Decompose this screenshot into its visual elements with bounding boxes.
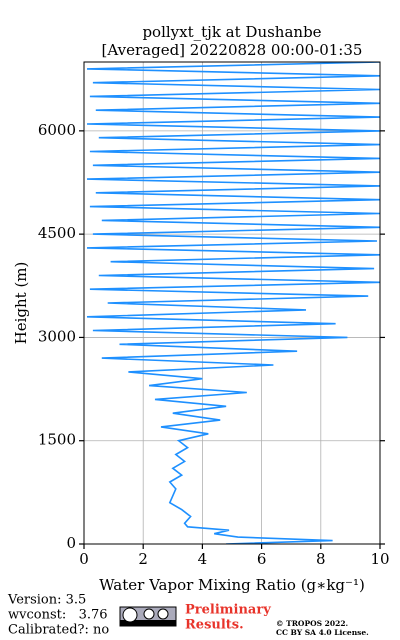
notice: Preliminary bbox=[185, 603, 271, 618]
y-tick-label: 6000 bbox=[38, 121, 76, 139]
x-tick-label: 0 bbox=[79, 550, 89, 568]
y-tick-label: 4500 bbox=[38, 224, 76, 242]
x-tick-label: 8 bbox=[316, 550, 326, 568]
license: CC BY SA 4.0 License. bbox=[276, 628, 369, 637]
cc-logo bbox=[119, 606, 177, 627]
chart-title: pollyxt_tjk at Dushanbe bbox=[142, 23, 321, 41]
plot-area bbox=[83, 62, 381, 545]
chart-subtitle: [Averaged] 20220828 00:00-01:35 bbox=[102, 41, 363, 59]
x-tick-label: 10 bbox=[370, 550, 389, 568]
calibrated: Calibrated?: no bbox=[8, 623, 109, 638]
y-tick-label: 3000 bbox=[38, 327, 76, 345]
license: © TROPOS 2022. bbox=[276, 619, 348, 628]
wvconst: wvconst: 3.76 bbox=[8, 608, 108, 623]
x-tick-label: 2 bbox=[138, 550, 148, 568]
notice: Results. bbox=[185, 618, 244, 633]
version: Version: 3.5 bbox=[7, 593, 86, 608]
x-axis-label: Water Vapor Mixing Ratio (g∗kg⁻¹) bbox=[99, 576, 365, 594]
y-tick-label: 0 bbox=[66, 534, 76, 552]
profile-line bbox=[86, 62, 380, 544]
y-axis-label: Height (m) bbox=[12, 262, 30, 345]
y-tick-label: 1500 bbox=[38, 431, 76, 449]
plot-frame bbox=[83, 61, 381, 545]
x-tick-label: 4 bbox=[198, 550, 208, 568]
x-tick-label: 6 bbox=[257, 550, 267, 568]
